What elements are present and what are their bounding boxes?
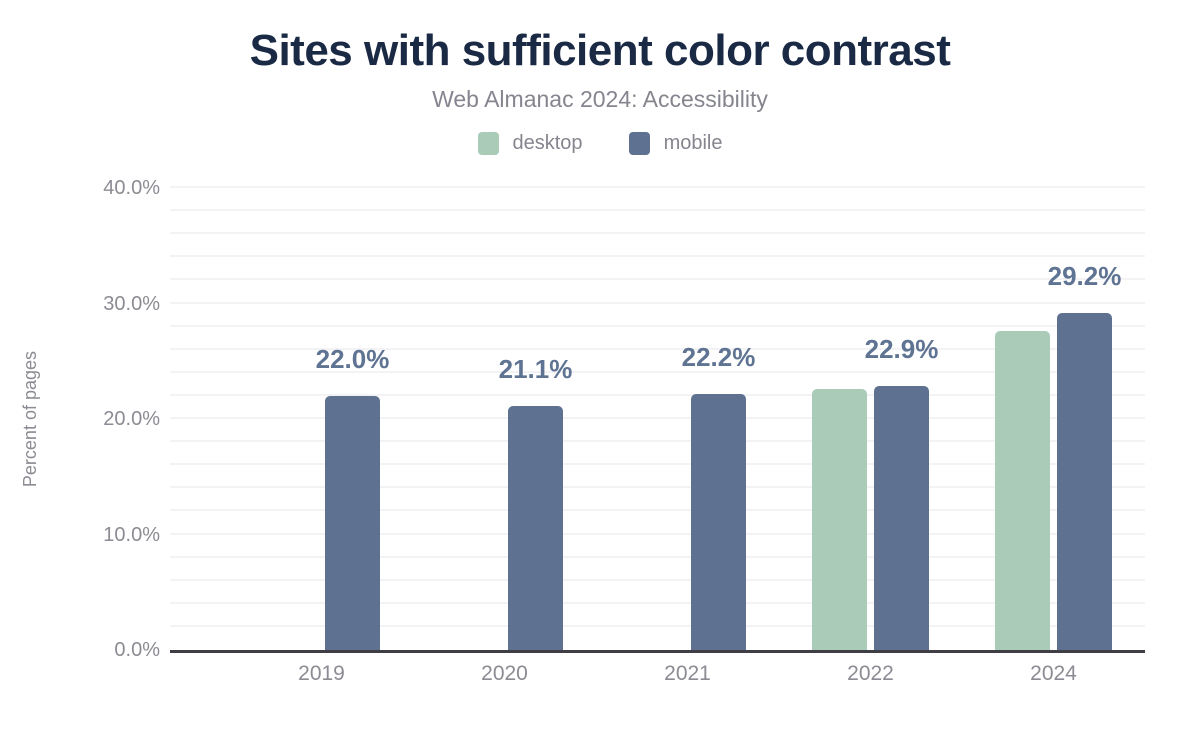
gridline bbox=[170, 324, 1145, 327]
gridline bbox=[170, 393, 1145, 396]
bar-group-2022: 22.9% bbox=[779, 188, 962, 650]
x-axis-label-2020: 2020 bbox=[481, 662, 528, 685]
legend: desktop mobile bbox=[0, 130, 1200, 156]
y-tick-label: 30.0% bbox=[103, 292, 160, 315]
desktop-swatch-icon bbox=[477, 131, 499, 155]
x-axis-label-2022: 2022 bbox=[847, 662, 894, 685]
bars-row: 22.0% 21.1% 22.2% 22.9% 29.2% bbox=[170, 188, 1145, 650]
gridline bbox=[170, 417, 1145, 419]
y-axis-ticks: 0.0% 10.0% 20.0% 30.0% 40.0% bbox=[60, 178, 170, 660]
gridline bbox=[170, 555, 1145, 558]
gridline bbox=[170, 209, 1145, 212]
bar-group-2021: 22.2% bbox=[596, 188, 779, 650]
bar-group-2024: 29.2% bbox=[962, 188, 1145, 650]
bar-desktop-2022[interactable] bbox=[812, 388, 867, 650]
x-axis-label-2019: 2019 bbox=[298, 662, 345, 685]
gridline bbox=[170, 255, 1145, 258]
legend-item-desktop[interactable]: desktop bbox=[477, 131, 583, 155]
bar-desktop-2024[interactable] bbox=[995, 331, 1050, 650]
bar-mobile-2020[interactable]: 21.1% bbox=[499, 356, 572, 650]
y-axis-title: Percent of pages bbox=[19, 350, 40, 488]
gridline bbox=[170, 301, 1145, 304]
y-tick-label: 10.0% bbox=[103, 523, 160, 546]
mobile-swatch-icon bbox=[628, 131, 650, 155]
gridline bbox=[170, 232, 1145, 235]
plot-area: 22.0% 21.1% 22.2% 22.9% 29.2% bbox=[170, 186, 1145, 653]
plot-column: 22.0% 21.1% 22.2% 22.9% 29.2% 2019 2020 2021 20… bbox=[170, 186, 1145, 686]
gridline bbox=[170, 347, 1145, 350]
bar-group-2019: 22.0% bbox=[230, 188, 413, 650]
bar-mobile-2019[interactable]: 22.0% bbox=[316, 346, 389, 650]
gridline bbox=[170, 186, 1145, 188]
gridline bbox=[170, 601, 1145, 604]
x-axis-labels: 2019 2020 2021 2022 2024 bbox=[170, 662, 1145, 686]
legend-item-mobile[interactable]: mobile bbox=[628, 131, 723, 155]
gridline bbox=[170, 440, 1145, 443]
gridline bbox=[170, 509, 1145, 512]
bar-mobile-2021[interactable]: 22.2% bbox=[682, 344, 755, 650]
bar-mobile-2022[interactable]: 22.9% bbox=[865, 336, 938, 650]
gridline bbox=[170, 486, 1145, 489]
y-tick-label: 20.0% bbox=[103, 408, 160, 430]
y-tick-label: 40.0% bbox=[103, 177, 160, 199]
bar-mobile-2024[interactable]: 29.2% bbox=[1048, 263, 1121, 650]
gridline bbox=[170, 532, 1145, 535]
bar-value-label-2022: 22.9% bbox=[864, 333, 939, 364]
bar-group-2020: 21.1% bbox=[413, 188, 596, 650]
gridline bbox=[170, 624, 1145, 627]
y-axis-title-column: Percent of pages bbox=[0, 188, 60, 650]
bar-value-label-2021: 22.2% bbox=[681, 341, 756, 372]
chart-area: Percent of pages 0.0% 10.0% 20.0% 30.0% 40.0… bbox=[0, 178, 1200, 686]
legend-label-mobile: mobile bbox=[663, 131, 723, 154]
legend-label-desktop: desktop bbox=[512, 131, 583, 154]
x-axis-label-2021: 2021 bbox=[664, 662, 711, 685]
chart-title: Sites with sufficient color contrast bbox=[249, 26, 951, 75]
y-tick-label: 0.0% bbox=[114, 639, 160, 661]
x-axis-label-2024: 2024 bbox=[1030, 662, 1077, 685]
bar-value-label-2024: 29.2% bbox=[1047, 260, 1122, 291]
bar-value-label-2020: 21.1% bbox=[498, 354, 573, 385]
bar-value-label-2019: 22.0% bbox=[315, 343, 390, 374]
chart-subtitle: Web Almanac 2024: Accessibility bbox=[432, 86, 768, 112]
gridline bbox=[170, 578, 1145, 581]
gridline bbox=[170, 370, 1145, 373]
gridline bbox=[170, 463, 1145, 466]
gridline bbox=[170, 278, 1145, 281]
